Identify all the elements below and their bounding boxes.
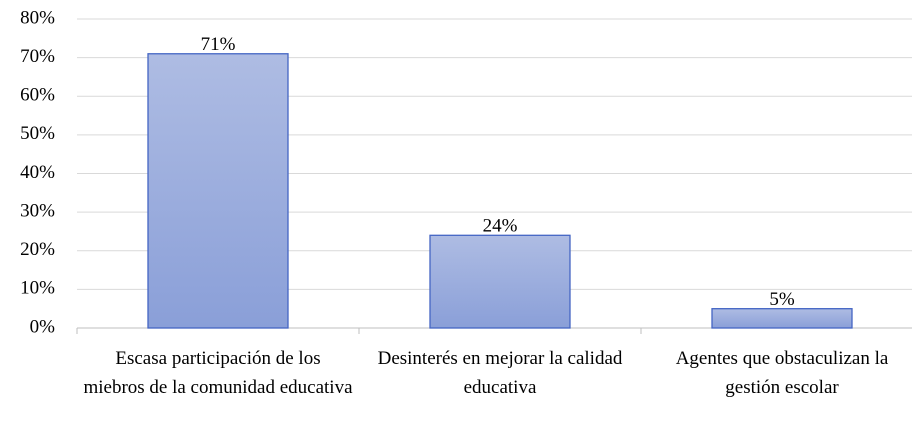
x-tick-label: Agentes que obstaculizan la gestión esco… — [675, 348, 889, 398]
data-label: 71% — [201, 34, 236, 55]
y-tick-label: 30% — [20, 200, 55, 221]
bar — [711, 308, 853, 329]
x-tick-label: Desinterés en mejorar la calidad educati… — [377, 348, 623, 398]
y-tick-label: 20% — [20, 239, 55, 260]
y-tick-label: 50% — [20, 123, 55, 144]
y-tick-label: 60% — [20, 85, 55, 106]
data-label: 24% — [483, 216, 518, 237]
bar — [429, 234, 571, 329]
y-tick-label: 0% — [30, 316, 56, 337]
y-tick-label: 80% — [20, 7, 55, 28]
bar — [147, 53, 289, 329]
data-label: 5% — [769, 289, 795, 310]
y-tick-label: 40% — [20, 162, 55, 183]
y-tick-label: 70% — [20, 46, 55, 67]
y-tick-label: 10% — [20, 278, 55, 299]
x-tick-label: Escasa participación de los miebros de l… — [83, 348, 353, 398]
